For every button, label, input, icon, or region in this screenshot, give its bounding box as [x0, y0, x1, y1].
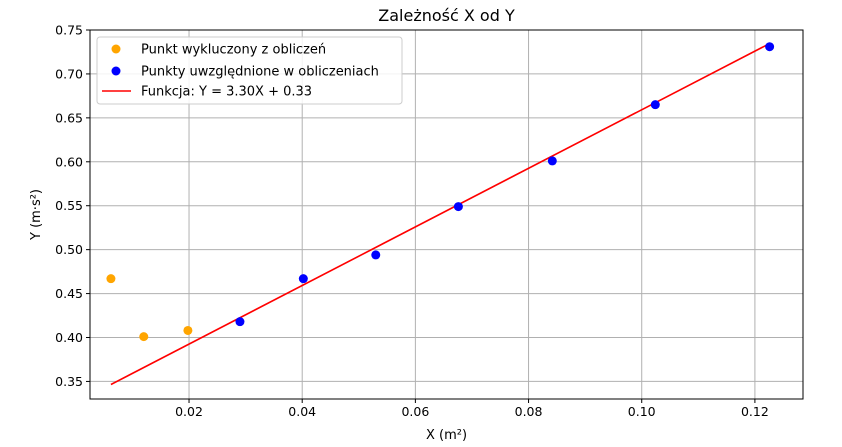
plot-area — [106, 42, 775, 386]
y-tick-label: 0.55 — [55, 198, 83, 213]
chart-title: Zależność X od Y — [378, 6, 515, 25]
y-tick-label: 0.60 — [55, 154, 83, 169]
y-axis-label: Y (m·s²) — [29, 189, 44, 241]
legend-excluded-marker — [111, 44, 121, 54]
legend-label: Funkcja: Y = 3.30X + 0.33 — [141, 85, 312, 100]
y-axis: 0.35 0.40 0.45 0.50 0.55 0.60 0.65 0.70 0.75 — [55, 23, 90, 389]
y-tick-label: 0.70 — [55, 66, 83, 81]
included-point — [453, 202, 463, 212]
excluded-point — [106, 274, 116, 284]
included-point — [235, 317, 245, 327]
included-point — [765, 42, 775, 52]
y-tick-label: 0.75 — [55, 23, 83, 38]
legend-included-marker — [111, 66, 121, 76]
y-tick-label: 0.65 — [55, 110, 83, 125]
y-tick-label: 0.35 — [55, 374, 83, 389]
y-tick-label: 0.50 — [55, 242, 83, 257]
x-tick-label: 0.02 — [175, 404, 203, 419]
fit-line — [110, 42, 770, 386]
included-point — [298, 274, 308, 284]
x-axis-label: X (m²) — [426, 428, 467, 443]
included-point — [650, 100, 660, 110]
y-tick-label: 0.40 — [55, 330, 83, 345]
excluded-point — [139, 332, 149, 342]
legend-label: Punkty uwzględnione w obliczeniach — [141, 65, 379, 80]
included-point — [547, 156, 557, 166]
x-tick-label: 0.08 — [515, 404, 543, 419]
x-tick-label: 0.12 — [741, 404, 769, 419]
excluded-point — [183, 325, 193, 335]
x-tick-label: 0.10 — [628, 404, 656, 419]
legend-label: Punkt wykluczony z obliczeń — [141, 43, 326, 58]
legend-box — [96, 36, 403, 105]
x-tick-label: 0.06 — [401, 404, 429, 419]
y-tick-label: 0.45 — [55, 286, 83, 301]
included-point — [371, 250, 381, 260]
axes-frame — [89, 29, 804, 400]
x-axis: 0.02 0.04 0.06 0.08 0.10 0.12 — [175, 399, 769, 419]
legend: Punkt wykluczony z obliczeń Punkty uwzglę… — [96, 36, 403, 105]
x-tick-label: 0.04 — [288, 404, 316, 419]
